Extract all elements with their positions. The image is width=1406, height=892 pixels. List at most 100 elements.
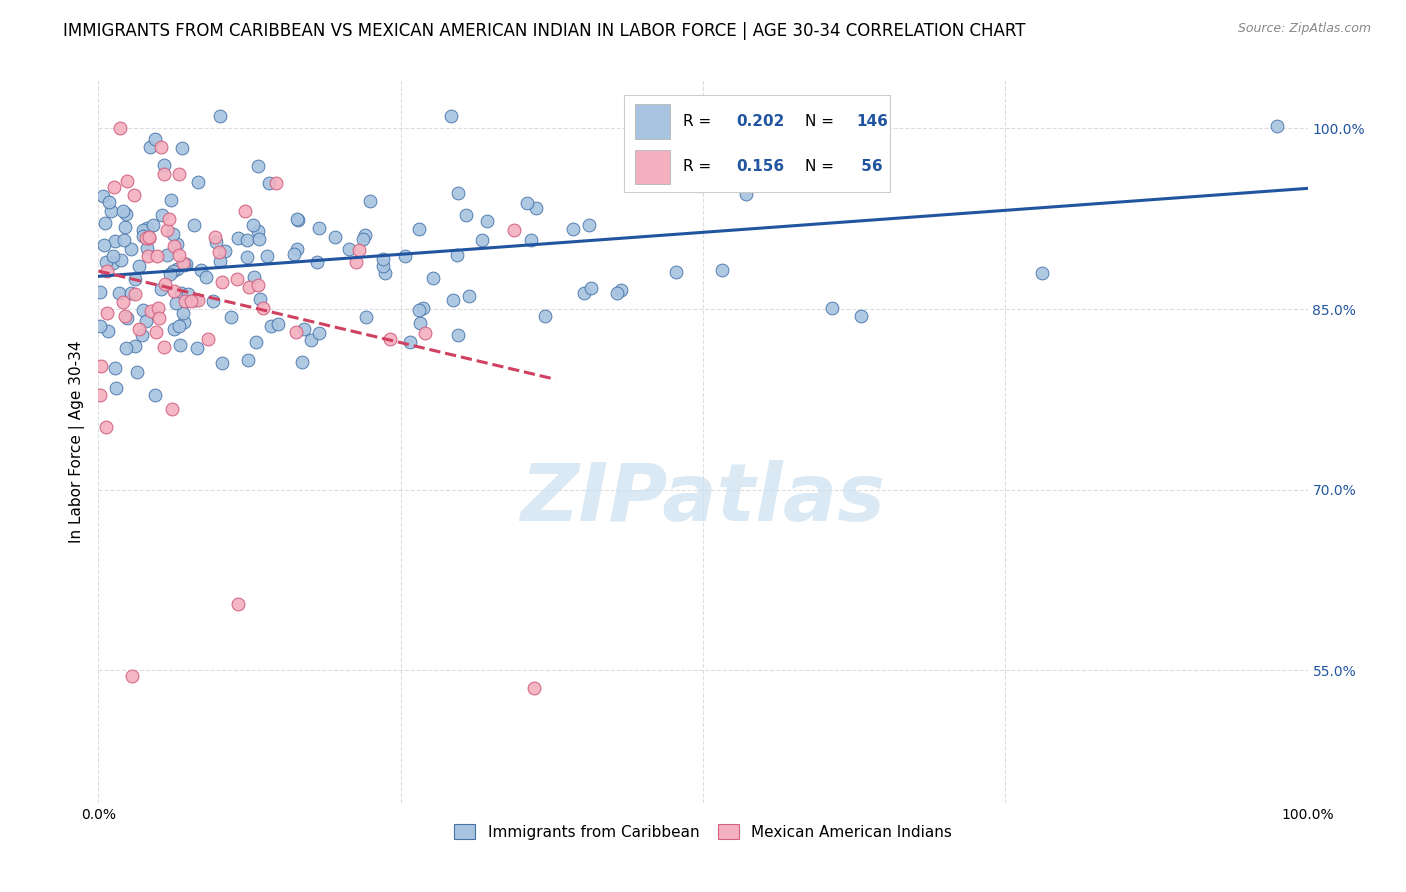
Point (97, 324, 120, 338)
Point (150, 140, 173, 154)
Point (96, 264, 118, 278)
Point (849, 309, 872, 323)
Point (245, 335, 267, 350)
Point (163, 239, 186, 253)
Point (238, 280, 260, 294)
Point (734, 186, 756, 201)
Point (863, 171, 886, 186)
Point (89, 285, 111, 300)
Point (208, 254, 231, 268)
Point (142, 218, 165, 232)
Point (124, 272, 146, 286)
Point (337, 242, 360, 256)
Point (259, 319, 281, 334)
Point (516, 196, 538, 211)
Point (156, 248, 179, 262)
Point (139, 140, 162, 154)
Point (371, 252, 394, 266)
Text: Source: ZipAtlas.com: Source: ZipAtlas.com (1237, 22, 1371, 36)
Point (128, 259, 150, 273)
Point (169, 285, 191, 300)
Point (103, 180, 125, 194)
Point (308, 326, 330, 341)
Point (572, 285, 595, 300)
Point (132, 223, 155, 237)
Point (146, 301, 169, 316)
Point (162, 227, 184, 242)
Point (187, 175, 209, 189)
Point (172, 305, 194, 319)
Point (145, 326, 167, 340)
Point (174, 257, 197, 271)
Point (285, 211, 308, 226)
Point (848, 158, 870, 172)
Point (174, 293, 197, 308)
Point (115, 174, 138, 188)
Point (610, 283, 633, 297)
Point (398, 334, 420, 349)
Point (94, 216, 117, 230)
Point (90, 359, 112, 374)
Point (801, 110, 824, 124)
Point (124, 287, 146, 301)
Point (471, 233, 494, 247)
Point (170, 141, 193, 155)
Point (441, 293, 464, 307)
Point (291, 355, 314, 369)
Point (165, 296, 187, 310)
Point (412, 301, 434, 315)
Point (356, 310, 378, 324)
Point (121, 285, 143, 300)
Point (138, 230, 160, 244)
Point (205, 235, 228, 250)
Point (643, 127, 665, 141)
Point (114, 220, 136, 235)
Point (202, 293, 225, 308)
Point (578, 218, 600, 232)
Point (371, 260, 394, 274)
Point (246, 159, 269, 173)
Point (94, 254, 117, 268)
Point (114, 309, 136, 323)
Point (112, 203, 135, 218)
Point (100, 204, 122, 219)
Point (292, 322, 315, 336)
Point (97, 194, 120, 209)
Point (197, 332, 219, 346)
Point (135, 231, 157, 245)
Point (305, 255, 328, 269)
Point (167, 167, 190, 181)
Point (187, 293, 209, 307)
Point (236, 250, 259, 264)
Point (194, 270, 217, 285)
Point (104, 381, 127, 395)
Point (256, 249, 278, 263)
Point (308, 220, 330, 235)
Point (246, 277, 269, 292)
Point (150, 208, 173, 222)
Point (249, 292, 271, 306)
Point (104, 235, 127, 249)
Point (89, 318, 111, 333)
Point (1267, 119, 1289, 133)
Point (107, 285, 129, 300)
Point (534, 309, 557, 323)
Point (523, 681, 546, 696)
Point (155, 277, 177, 291)
Point (160, 402, 183, 417)
Point (344, 255, 367, 269)
Point (101, 249, 124, 263)
Point (152, 158, 174, 172)
Point (128, 321, 150, 335)
Point (108, 120, 131, 135)
Point (131, 328, 153, 343)
Point (354, 228, 377, 243)
Point (742, 110, 765, 124)
Point (408, 222, 430, 236)
Point (243, 269, 266, 284)
Point (267, 317, 290, 331)
Point (124, 339, 146, 353)
Point (153, 340, 176, 354)
Point (91, 189, 114, 203)
Point (139, 304, 162, 318)
